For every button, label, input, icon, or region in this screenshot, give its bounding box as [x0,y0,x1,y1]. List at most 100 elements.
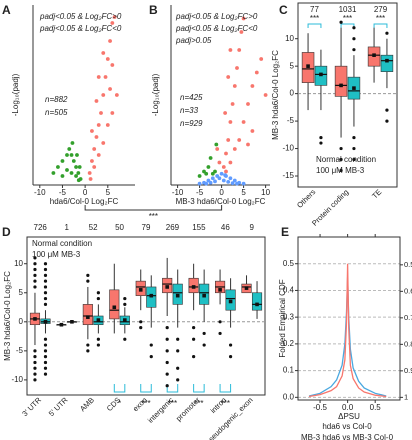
y-axis-label: MB-3 hda6/Col-0 Log₂FC [3,271,12,361]
outlier [165,349,169,353]
point [105,123,110,127]
point [71,159,76,163]
y-tick-label: 0 [19,317,24,326]
point [241,16,246,21]
outlier [123,302,127,306]
outlier [385,119,389,123]
x-tick-label: -5 [196,188,204,197]
point [230,102,235,106]
panel-letter: B [149,3,158,17]
count-label: n=882 [45,95,68,104]
mean [191,285,196,289]
outlier [352,37,356,41]
significance-bracket [166,384,179,393]
point [56,165,60,169]
x-tick-label: 0.5 [370,403,382,412]
y-axis-label: -Log₁₀(padj) [11,73,20,116]
mean [96,318,101,322]
box [82,304,93,326]
comparison-bracket [84,205,223,211]
point [94,135,99,139]
y-tick-label: -5 [16,346,24,355]
y2-tick-label: 0.9 [404,366,412,375]
point [88,177,93,181]
point [94,99,99,103]
point [92,147,97,151]
point [101,93,106,97]
x-tick-label: 0 [83,188,88,197]
y-axis-label: Folded Empirical CDF [278,279,287,357]
point [90,129,94,133]
y-tick-label: 0.0 [283,392,295,401]
point [110,21,115,25]
point [219,171,224,176]
x-tick-label: 3' UTR [20,395,43,418]
mean [112,305,117,310]
plot-frame [297,2,398,188]
point [239,30,244,34]
x-tick-label: -10 [172,188,184,197]
outlier [176,378,180,382]
y-tick-label: -5 [287,116,295,125]
point [96,153,101,157]
point [110,111,115,115]
box [334,65,348,97]
point [197,181,202,186]
point [77,165,82,169]
point [69,171,74,175]
count-label: n=33 [180,106,199,115]
count-label: n=929 [180,119,203,128]
mean [306,64,310,68]
point [101,51,106,55]
point [60,174,65,178]
mean [33,317,37,321]
significance-bracket [307,23,322,28]
outlier [43,285,48,289]
box [109,289,120,320]
point [60,159,65,163]
outlier [123,337,127,341]
outlier [96,291,100,295]
outlier [33,378,37,382]
box [380,54,394,72]
point [90,159,94,163]
point [237,138,242,142]
point [51,171,56,175]
point [76,171,81,175]
count-label: n=505 [45,108,68,117]
outlier [33,267,37,272]
mean [149,293,154,298]
outlier [33,256,37,260]
y-tick-label: 0.3 [283,312,295,321]
point [87,171,92,175]
y-tick-label: 5 [290,61,295,70]
outlier [33,273,37,277]
y2-tick-label: 0.5 [404,260,412,269]
outlier [165,384,169,388]
y-tick-label: 10 [14,259,23,268]
point [232,147,237,151]
count-label: n=425 [180,93,203,102]
x-tick-label: 0.0 [342,403,354,412]
panel-letter: A [2,3,11,17]
outlier [33,360,37,365]
outlier [339,20,343,24]
count-label: 726 [34,223,48,232]
outlier [43,343,48,347]
mean [372,53,376,57]
point [69,153,74,157]
point [110,63,115,67]
outlier [165,372,169,376]
outlier [176,337,180,341]
point [210,176,215,181]
significance-bracket [340,23,355,28]
point [217,160,222,165]
point [246,102,250,106]
legend-entry: hda6 vs Col-0 [322,422,372,431]
outlier [165,360,169,365]
point [246,142,250,147]
legend-entry: padj<0.05 & Log₂FC<0 [39,24,122,33]
x-axis-label: hda6/Col-0 Log₂FC [50,197,119,206]
outlier [352,146,356,151]
cdf-line [308,263,387,398]
